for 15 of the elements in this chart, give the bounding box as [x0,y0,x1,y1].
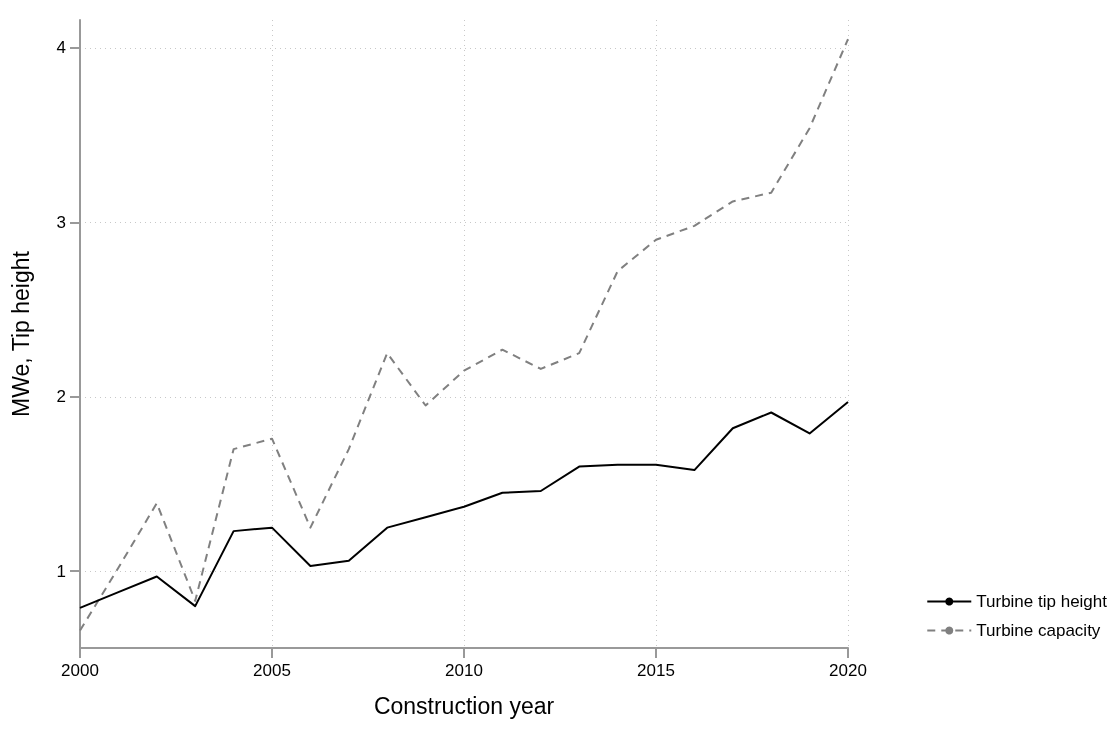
y-tick-label: 3 [56,212,66,232]
line-series [79,401,849,609]
x-tick-label: 2005 [253,661,291,680]
line-series [79,38,849,632]
y-axis-title: MWe, Tip height [7,250,34,417]
x-tick-label: 2015 [637,661,675,680]
y-tick-label: 4 [56,38,66,58]
x-tick-label: 2020 [829,661,867,680]
legend-label: Turbine capacity [976,621,1101,640]
legend-label: Turbine tip height [976,592,1108,611]
x-tick-label: 2010 [445,661,483,680]
y-tick-label: 2 [56,387,66,407]
y-tick-label: 1 [56,561,66,581]
x-axis-title: Construction year [373,692,555,719]
x-tick-label: 2000 [61,661,99,680]
